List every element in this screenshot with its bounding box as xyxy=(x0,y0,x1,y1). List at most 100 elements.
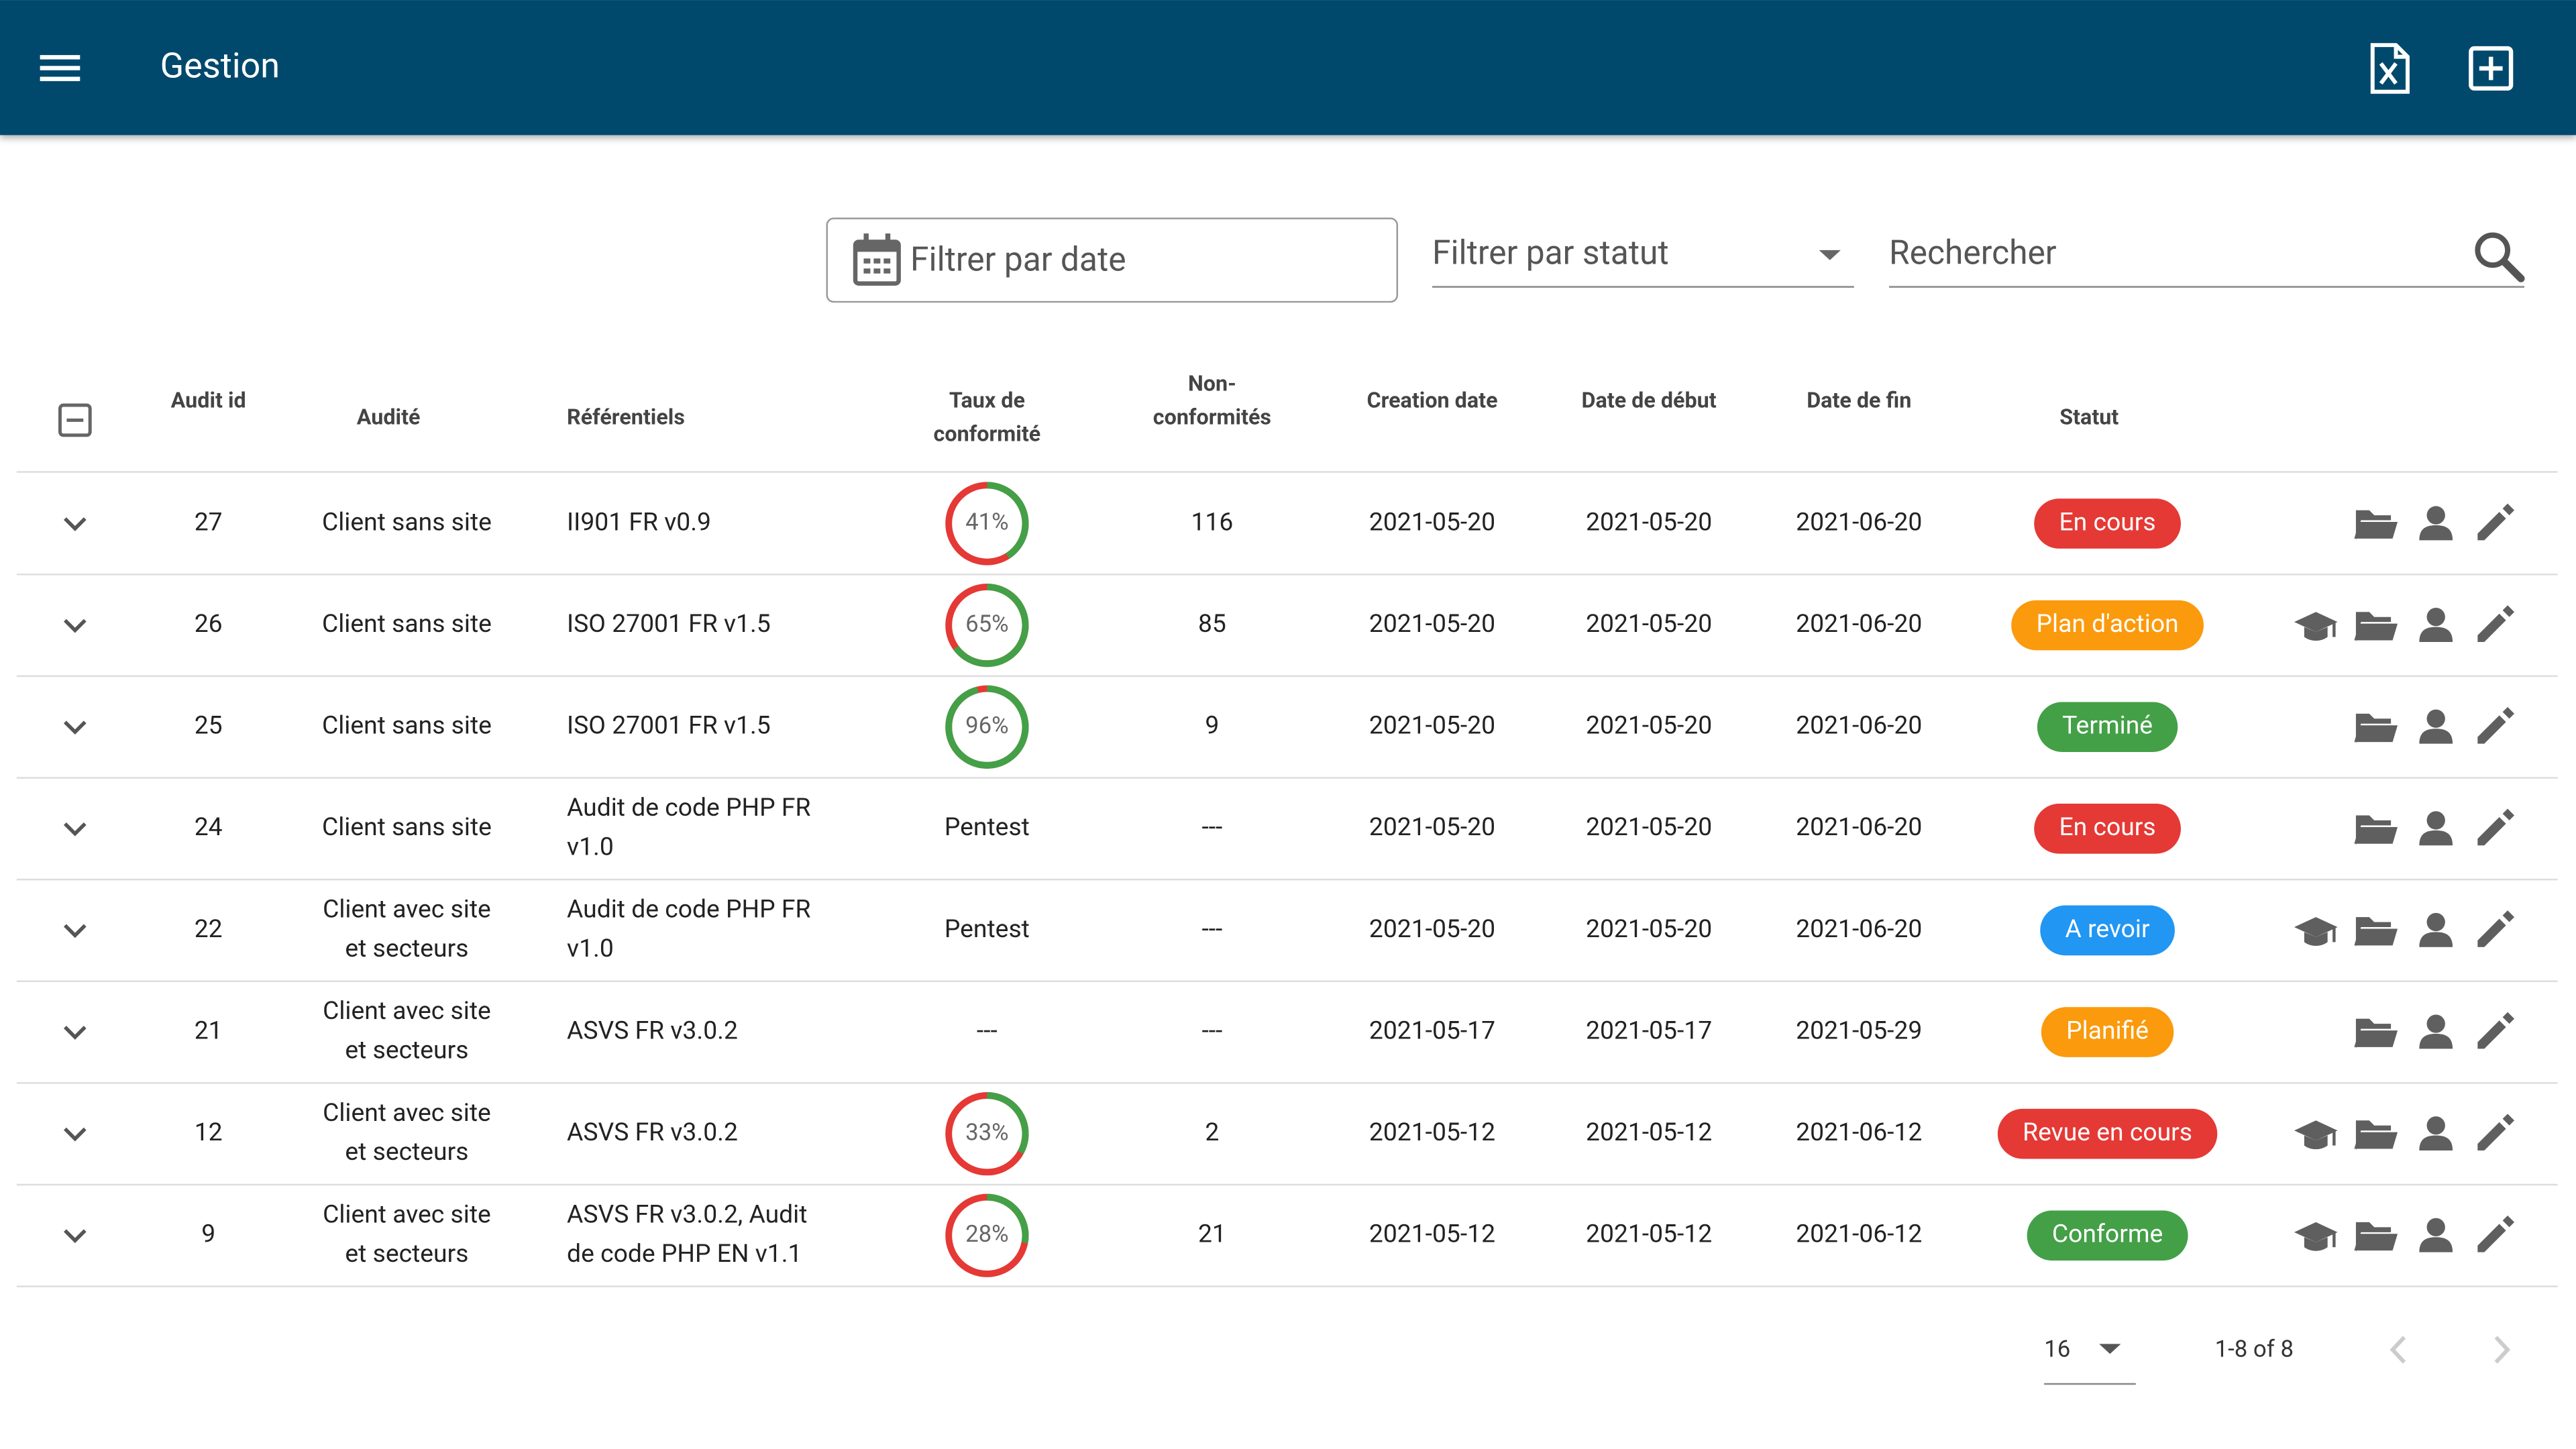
creation-date: 2021-05-20 xyxy=(1369,711,1495,741)
column-header: Statut xyxy=(2059,404,2118,429)
folder-button[interactable] xyxy=(2354,612,2398,642)
status-badge xyxy=(2034,498,2181,549)
edit-button[interactable] xyxy=(2477,808,2515,846)
expand-button[interactable] xyxy=(63,517,87,531)
folder-button[interactable] xyxy=(2354,917,2398,947)
start-date: 2021-05-20 xyxy=(1586,812,1712,842)
framework: v1.0 xyxy=(567,934,614,963)
audit-id: 22 xyxy=(195,914,223,944)
conformity-label: 28% xyxy=(965,1221,1009,1248)
auditors-button[interactable] xyxy=(2419,608,2453,642)
auditors-button[interactable] xyxy=(2419,709,2453,744)
folder-button[interactable] xyxy=(2354,1222,2398,1252)
folder-button[interactable] xyxy=(2354,1018,2398,1049)
status-badge xyxy=(2011,600,2204,651)
conformity-label: --- xyxy=(977,1016,998,1045)
export-excel-button[interactable] xyxy=(2370,43,2410,94)
nonconformities: --- xyxy=(1201,1016,1222,1045)
auditee: Client sans site xyxy=(322,609,492,639)
page-range: 1-8 of 8 xyxy=(2215,1336,2294,1362)
start-date: 2021-05-12 xyxy=(1586,1118,1712,1147)
search-field[interactable]: Rechercher xyxy=(1888,232,2525,288)
folder-button[interactable] xyxy=(2354,510,2398,541)
edit-button[interactable] xyxy=(2477,503,2515,541)
per-page-select[interactable]: 16 xyxy=(2044,1336,2136,1385)
column-header: Creation date xyxy=(1366,388,1497,413)
expand-button[interactable] xyxy=(63,822,87,837)
training-button[interactable] xyxy=(2294,612,2338,641)
creation-date: 2021-05-12 xyxy=(1369,1118,1495,1147)
training-button[interactable] xyxy=(2294,917,2338,946)
search-label: Rechercher xyxy=(1889,233,2057,272)
app-bar xyxy=(0,0,2576,136)
expand-button[interactable] xyxy=(63,924,87,938)
status-label: Plan d'action xyxy=(2037,609,2179,639)
auditee: et secteurs xyxy=(345,1239,468,1269)
edit-button[interactable] xyxy=(2477,1215,2515,1252)
previous-page[interactable] xyxy=(2390,1336,2406,1364)
column-header: Audit id xyxy=(171,388,246,413)
status-label: Planifié xyxy=(2066,1016,2149,1045)
end-date: 2021-06-12 xyxy=(1796,1118,1922,1147)
end-date: 2021-06-20 xyxy=(1796,914,1922,944)
expand-button[interactable] xyxy=(63,1127,87,1142)
auditors-button[interactable] xyxy=(2419,1218,2453,1252)
status-badge xyxy=(2040,905,2175,956)
search-icon[interactable] xyxy=(2475,232,2525,282)
expand-button[interactable] xyxy=(63,1229,87,1244)
status-label: Revue en cours xyxy=(2023,1118,2192,1147)
expand-button[interactable] xyxy=(63,1026,87,1040)
edit-button[interactable] xyxy=(2477,605,2515,642)
column-header: Date de début xyxy=(1582,388,1717,413)
status-badge xyxy=(2034,804,2181,854)
expand-button[interactable] xyxy=(63,720,87,735)
end-date: 2021-06-20 xyxy=(1796,609,1922,639)
edit-button[interactable] xyxy=(2477,910,2515,947)
start-date: 2021-05-20 xyxy=(1586,609,1712,639)
start-date: 2021-05-20 xyxy=(1586,507,1712,537)
status-label: En cours xyxy=(2059,812,2156,842)
status-label: En cours xyxy=(2059,507,2156,537)
framework: ISO 27001 FR v1.5 xyxy=(567,711,771,741)
add-button[interactable] xyxy=(2469,46,2514,91)
auditors-button[interactable] xyxy=(2419,912,2453,947)
next-page[interactable] xyxy=(2494,1336,2511,1364)
audit-id: 26 xyxy=(195,609,223,639)
expand-button[interactable] xyxy=(63,619,87,633)
status-badge xyxy=(2027,1210,2188,1261)
edit-button[interactable] xyxy=(2477,706,2515,744)
nonconformities: 2 xyxy=(1205,1118,1219,1147)
creation-date: 2021-05-20 xyxy=(1369,914,1495,944)
conformity-label: 96% xyxy=(965,712,1009,739)
column-header: conformité xyxy=(934,421,1041,446)
framework: ASVS FR v3.0.2 xyxy=(567,1016,738,1045)
edit-button[interactable] xyxy=(2477,1012,2515,1049)
auditee: Client avec site xyxy=(323,895,491,924)
auditors-button[interactable] xyxy=(2419,1014,2453,1049)
folder-button[interactable] xyxy=(2354,713,2398,744)
column-header: conformités xyxy=(1153,404,1271,429)
training-button[interactable] xyxy=(2294,1222,2338,1251)
status-badge xyxy=(1997,1108,2218,1159)
auditors-button[interactable] xyxy=(2419,1116,2453,1151)
audit-id: 27 xyxy=(195,507,223,537)
conformity-ring xyxy=(945,482,1029,566)
nonconformities: --- xyxy=(1201,812,1222,842)
folder-button[interactable] xyxy=(2354,1120,2398,1151)
status-filter[interactable]: Filtrer par statut xyxy=(1432,233,1854,288)
auditors-button[interactable] xyxy=(2419,811,2453,846)
select-all-checkbox[interactable] xyxy=(58,403,92,437)
auditors-button[interactable] xyxy=(2419,506,2453,541)
date-filter-label: Filtrer par date xyxy=(910,240,1126,279)
folder-button[interactable] xyxy=(2354,815,2398,846)
training-button[interactable] xyxy=(2294,1120,2338,1150)
framework: Audit de code PHP FR xyxy=(567,793,810,822)
audit-id: 9 xyxy=(201,1220,215,1249)
menu-button[interactable] xyxy=(40,55,80,81)
edit-button[interactable] xyxy=(2477,1114,2515,1151)
conformity-ring xyxy=(945,1193,1029,1277)
conformity-label: 33% xyxy=(965,1119,1009,1146)
date-filter[interactable] xyxy=(826,217,1399,303)
start-date: 2021-05-17 xyxy=(1586,1016,1712,1045)
conformity-label: Pentest xyxy=(945,914,1030,944)
